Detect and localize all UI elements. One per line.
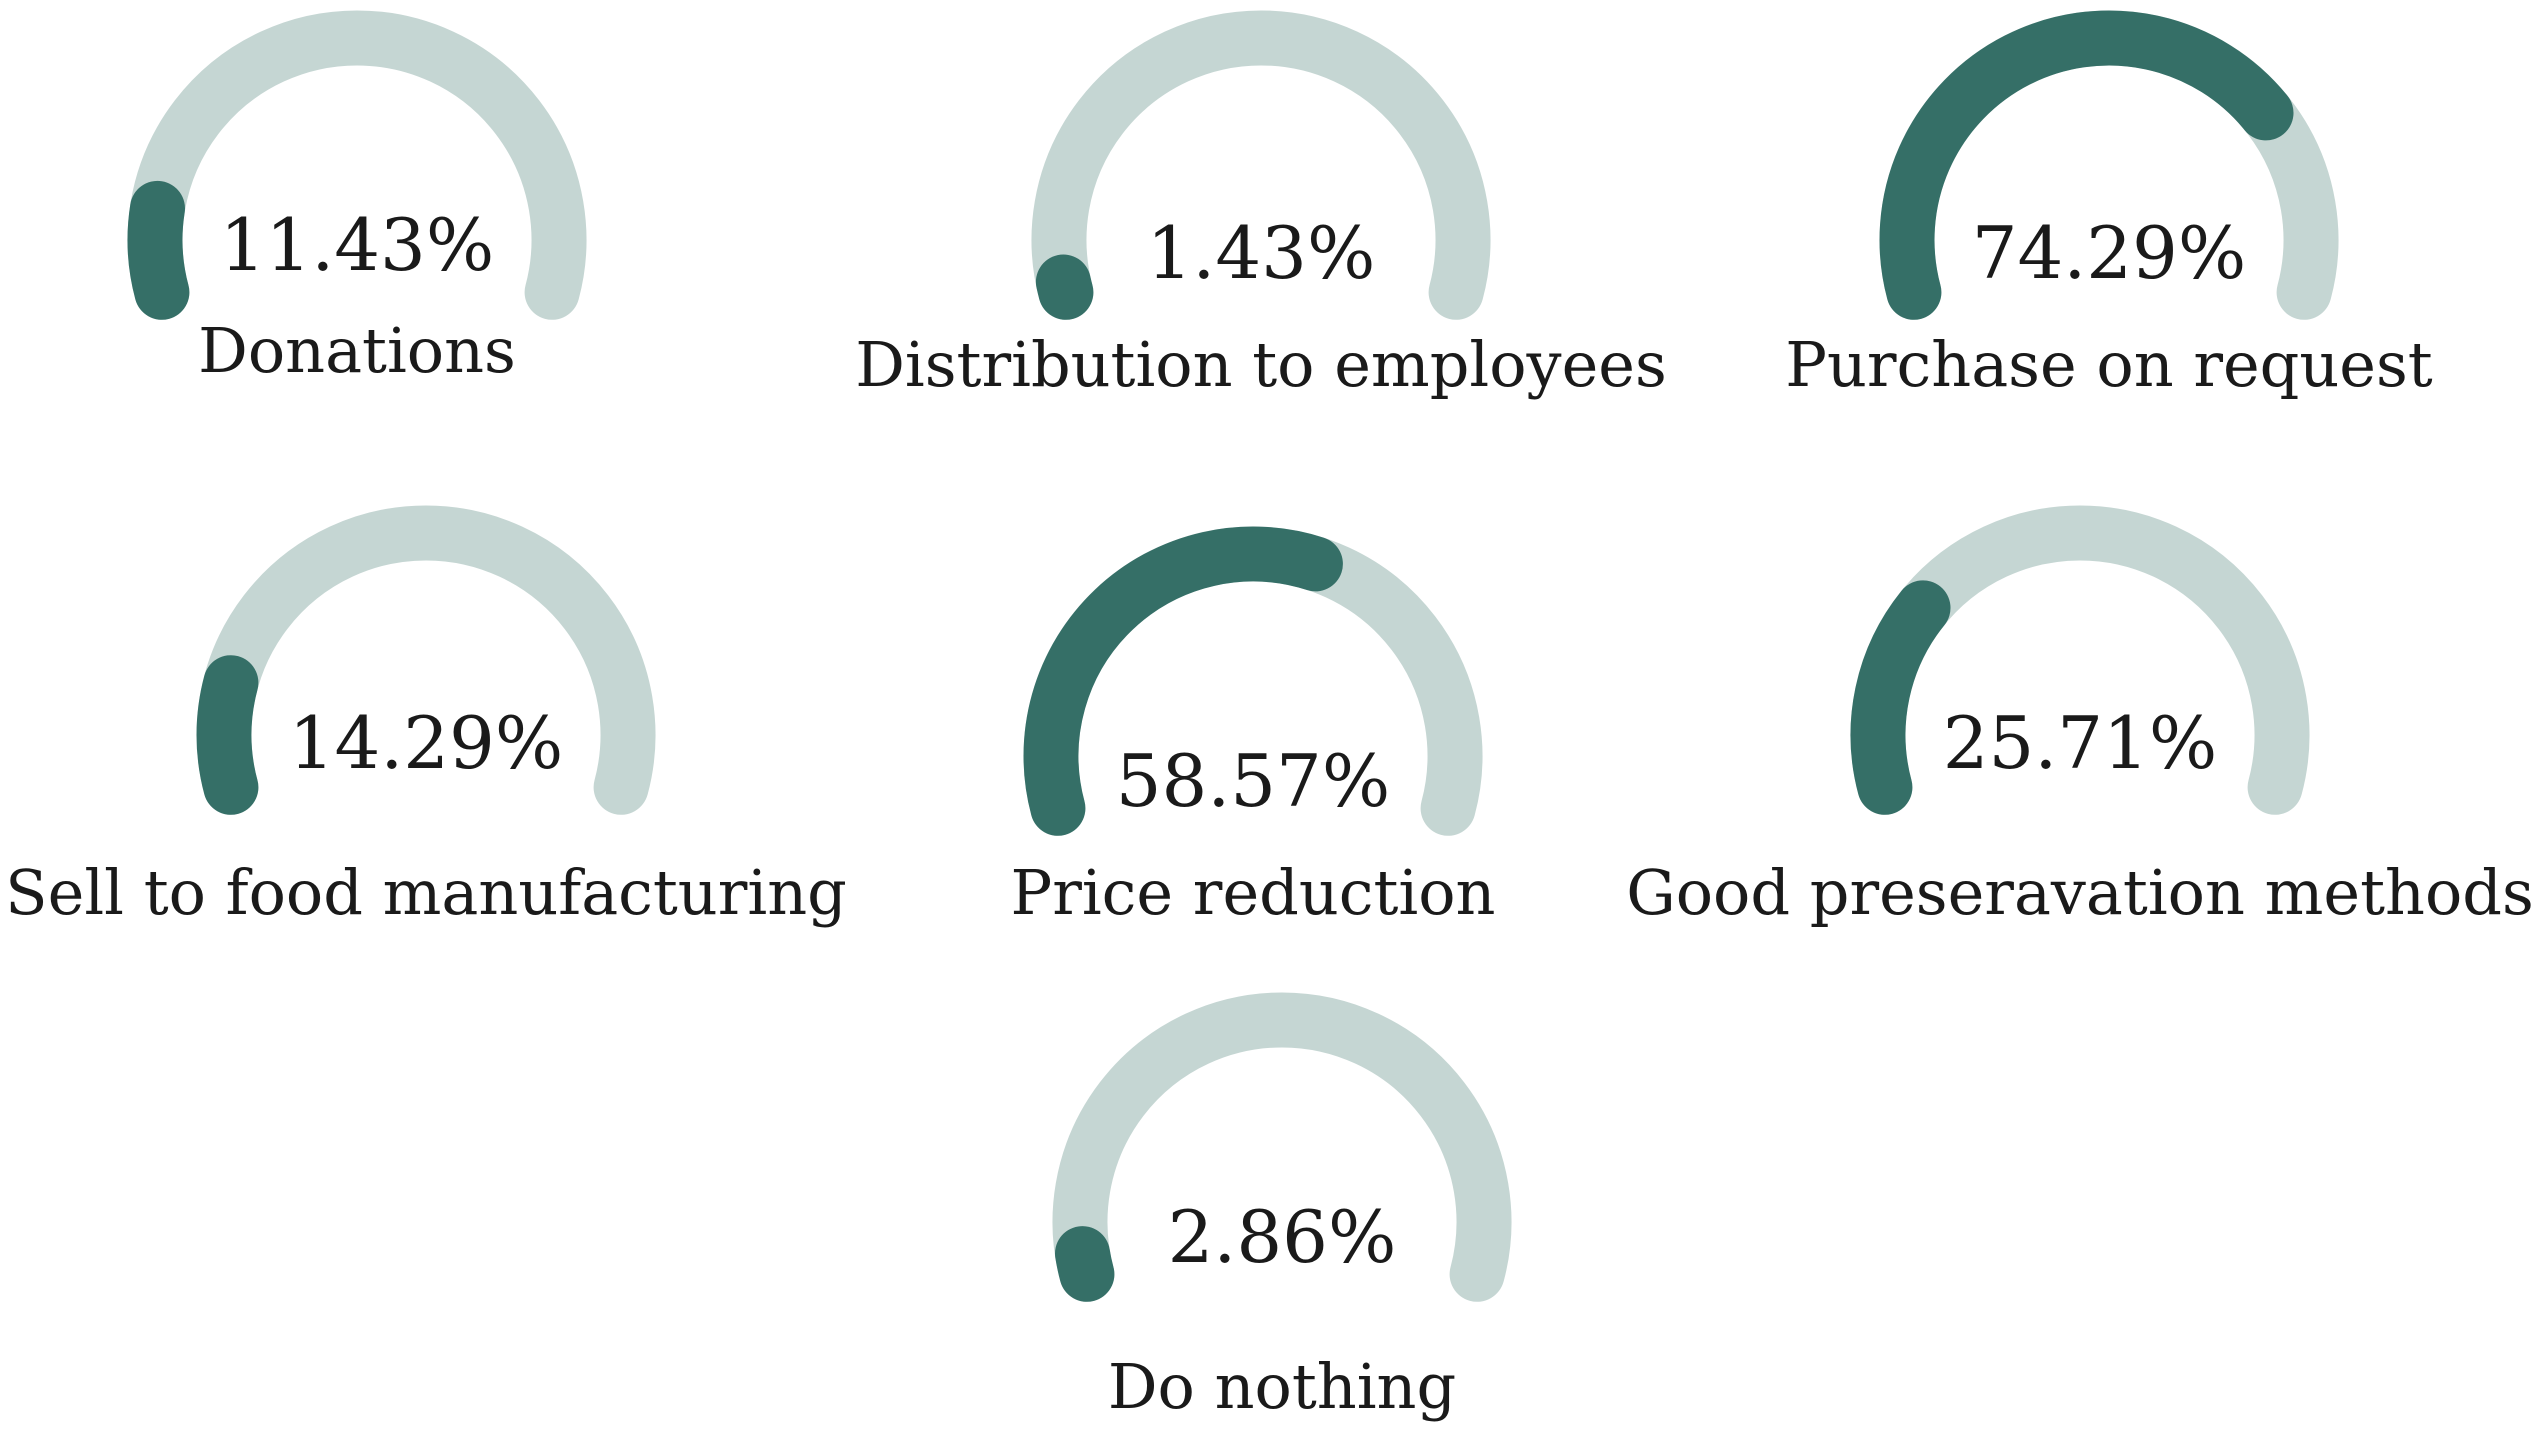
gauge-category-label: Sell to food manufacturing (5, 856, 847, 929)
gauge-value-label: 1.43% (1147, 211, 1376, 295)
gauge-fill (196, 655, 259, 815)
gauge: 11.43% Donations (127, 10, 587, 387)
gauge-category-label: Do nothing (1108, 1350, 1456, 1423)
gauge-fill (1850, 580, 1951, 815)
gauge-category-label: Price reduction (1011, 856, 1496, 929)
gauge-value-label: 58.57% (1116, 739, 1391, 823)
gauge-value-label: 11.43% (220, 203, 495, 287)
gauge: 25.71% Good preseravation methods (1626, 505, 2531, 929)
gauge-value-label: 25.71% (1943, 701, 2218, 785)
gauge-fill (1023, 526, 1343, 836)
gauge-fill (1035, 254, 1094, 320)
gauge: 58.57% Price reduction (1011, 526, 1496, 929)
gauge-track (1031, 10, 1491, 320)
gauge: 74.29% Purchase on request (1785, 10, 2433, 401)
gauge-track (127, 10, 587, 320)
gauge-fill (1879, 10, 2294, 320)
gauge-category-label: Distribution to employees (855, 328, 1667, 401)
gauge-value-label: 74.29% (1972, 211, 2247, 295)
gauge: 14.29% Sell to food manufacturing (5, 505, 847, 929)
gauge-fill (1055, 1226, 1115, 1302)
gauge-category-label: Donations (198, 314, 516, 387)
gauge-category-label: Purchase on request (1785, 328, 2433, 401)
gauge: 1.43% Distribution to employees (855, 10, 1667, 401)
gauge-fill (127, 180, 190, 320)
gauge-value-label: 14.29% (289, 701, 564, 785)
gauge-value-label: 2.86% (1168, 1195, 1397, 1279)
gauge: 2.86% Do nothing (1052, 992, 1512, 1423)
gauge-track (1052, 992, 1512, 1302)
gauge-category-label: Good preseravation methods (1626, 856, 2531, 929)
